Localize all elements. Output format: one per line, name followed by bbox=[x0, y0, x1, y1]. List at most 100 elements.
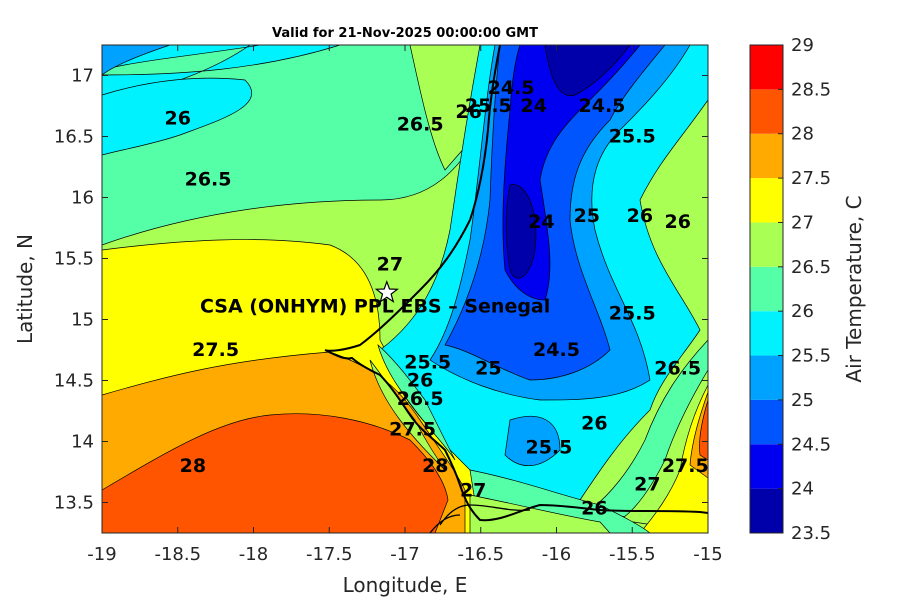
contour-label: 26 bbox=[627, 205, 653, 227]
contour-label: 25 bbox=[475, 357, 501, 379]
site-label: CSA (ONHYM) PPL EBS – Senegal bbox=[200, 296, 550, 318]
colorbar-swatch bbox=[750, 355, 783, 400]
x-tick-label: -16 bbox=[542, 544, 571, 565]
site-star-icon bbox=[374, 279, 399, 304]
band-27-se bbox=[639, 384, 708, 533]
colorbar-tick-label: 26.5 bbox=[791, 257, 831, 278]
colorbar-tick-label: 23.5 bbox=[791, 523, 831, 544]
colorbar-frame bbox=[749, 44, 784, 534]
contour-label: 25.5 bbox=[609, 126, 656, 148]
y-tick-label: 13.5 bbox=[54, 493, 94, 514]
x-tick-label: -15 bbox=[693, 544, 722, 565]
contour-label: 26 bbox=[407, 370, 433, 392]
contour-label: 25.5 bbox=[525, 437, 572, 459]
chart-title: Valid for 21-Nov-2025 00:00:00 GMT bbox=[272, 26, 538, 41]
x-tick-label: -18.5 bbox=[154, 544, 201, 565]
band-24.5 bbox=[444, 45, 666, 381]
contour-label: 24 bbox=[521, 95, 547, 117]
contour-label: 25 bbox=[574, 205, 600, 227]
contour-label: 26 bbox=[581, 412, 607, 434]
site-marker: CSA (ONHYM) PPL EBS – Senegal bbox=[200, 279, 550, 318]
colorbar-tick-label: 25.5 bbox=[791, 346, 831, 367]
band-25.5-west bbox=[102, 77, 252, 156]
colorbar-swatch bbox=[750, 311, 783, 356]
x-axis-label: Longitude, E bbox=[343, 573, 468, 597]
colorbar-label: Air Temperature, C bbox=[842, 195, 866, 382]
river bbox=[429, 504, 531, 533]
colorbar-swatch bbox=[750, 178, 783, 223]
colorbar-swatch bbox=[750, 133, 783, 179]
colorbar-tick-label: 24 bbox=[791, 479, 814, 500]
colorbar-tick-label: 27.5 bbox=[791, 168, 831, 189]
contour-label: 28 bbox=[422, 455, 448, 477]
contour-label: 28 bbox=[180, 455, 206, 477]
y-tick-label: 14 bbox=[71, 432, 94, 453]
colorbar-swatch bbox=[750, 399, 783, 445]
colorbar-swatch bbox=[750, 45, 783, 90]
contour-label: 27 bbox=[460, 479, 486, 501]
colorbar-swatch bbox=[750, 488, 783, 533]
band-26.5-south bbox=[469, 494, 611, 533]
band-24 bbox=[502, 45, 641, 301]
colorbar-tick-label: 28 bbox=[791, 124, 814, 145]
x-tick-label: -18 bbox=[239, 544, 268, 565]
band-25-south bbox=[504, 416, 561, 467]
colorbar-swatch bbox=[750, 222, 783, 267]
colorbar-tick-label: 27 bbox=[791, 212, 814, 233]
contour-label: 26.5 bbox=[185, 168, 232, 190]
y-axis-label: Latitude, N bbox=[13, 234, 37, 344]
y-tick-label: 15 bbox=[71, 310, 94, 331]
contour-label: 25.5 bbox=[404, 351, 451, 373]
contour-label: 26.5 bbox=[397, 388, 444, 410]
y-tick-label: 16 bbox=[71, 188, 94, 209]
contour-label: 24 bbox=[528, 211, 554, 233]
contour-label: 26 bbox=[664, 211, 690, 233]
colorbar-ticks: 23.5 24 24.5 25 25.5 26 26.5 27 27.5 28 28.5 29 bbox=[778, 35, 831, 544]
contour-label: 26 bbox=[455, 101, 481, 123]
colorbar-tick-label: 26 bbox=[791, 301, 814, 322]
band-25-nw bbox=[102, 45, 171, 76]
colorbar-swatch bbox=[750, 266, 783, 312]
contour-label: 26 bbox=[165, 107, 191, 129]
band-23.5 bbox=[505, 45, 631, 279]
contour-label: 24.5 bbox=[579, 95, 626, 117]
colorbar-swatch bbox=[750, 89, 783, 134]
colorbar bbox=[749, 44, 784, 534]
contour-label: 25.5 bbox=[609, 303, 656, 325]
y-tick-label: 16.5 bbox=[54, 127, 94, 148]
contour-label: 24.5 bbox=[488, 77, 535, 99]
colorbar-tick-label: 24.5 bbox=[791, 434, 831, 455]
y-tick-label: 15.5 bbox=[54, 249, 94, 270]
band-28-se bbox=[699, 399, 708, 461]
contour-field bbox=[102, 45, 708, 533]
x-tick-label: -19 bbox=[87, 544, 116, 565]
contour-label: 26.5 bbox=[397, 113, 444, 135]
colorbar-tick-label: 29 bbox=[791, 35, 814, 56]
x-axis-ticks: -19 -18.5 -18 -17.5 -17 -16.5 -16 -15.5 -15 bbox=[87, 45, 723, 565]
colorbar-swatch bbox=[750, 444, 783, 489]
y-tick-label: 14.5 bbox=[54, 371, 94, 392]
contour-label: 24.5 bbox=[533, 339, 580, 361]
x-tick-label: -16.5 bbox=[457, 544, 504, 565]
contour-label: 27.5 bbox=[662, 455, 709, 477]
contour-label: 27.5 bbox=[389, 418, 436, 440]
coastline bbox=[324, 45, 708, 522]
contour-label: 27 bbox=[377, 254, 403, 276]
band-26-coast bbox=[377, 343, 456, 461]
x-tick-label: -17.5 bbox=[306, 544, 353, 565]
y-tick-label: 17 bbox=[71, 66, 94, 87]
x-tick-label: -17 bbox=[390, 544, 419, 565]
x-tick-label: -15.5 bbox=[609, 544, 656, 565]
contour-label: 26.5 bbox=[654, 357, 701, 379]
contour-label: 25.5 bbox=[465, 95, 512, 117]
contour-label: 27 bbox=[634, 473, 660, 495]
colorbar-tick-label: 28.5 bbox=[791, 79, 831, 100]
contour-label: 27.5 bbox=[192, 339, 239, 361]
contour-label: 26 bbox=[581, 498, 607, 520]
y-axis-ticks: 13.5 14 14.5 15 15.5 16 16.5 17 bbox=[54, 66, 708, 514]
colorbar-tick-label: 25 bbox=[791, 390, 814, 411]
band-28 bbox=[102, 413, 449, 533]
